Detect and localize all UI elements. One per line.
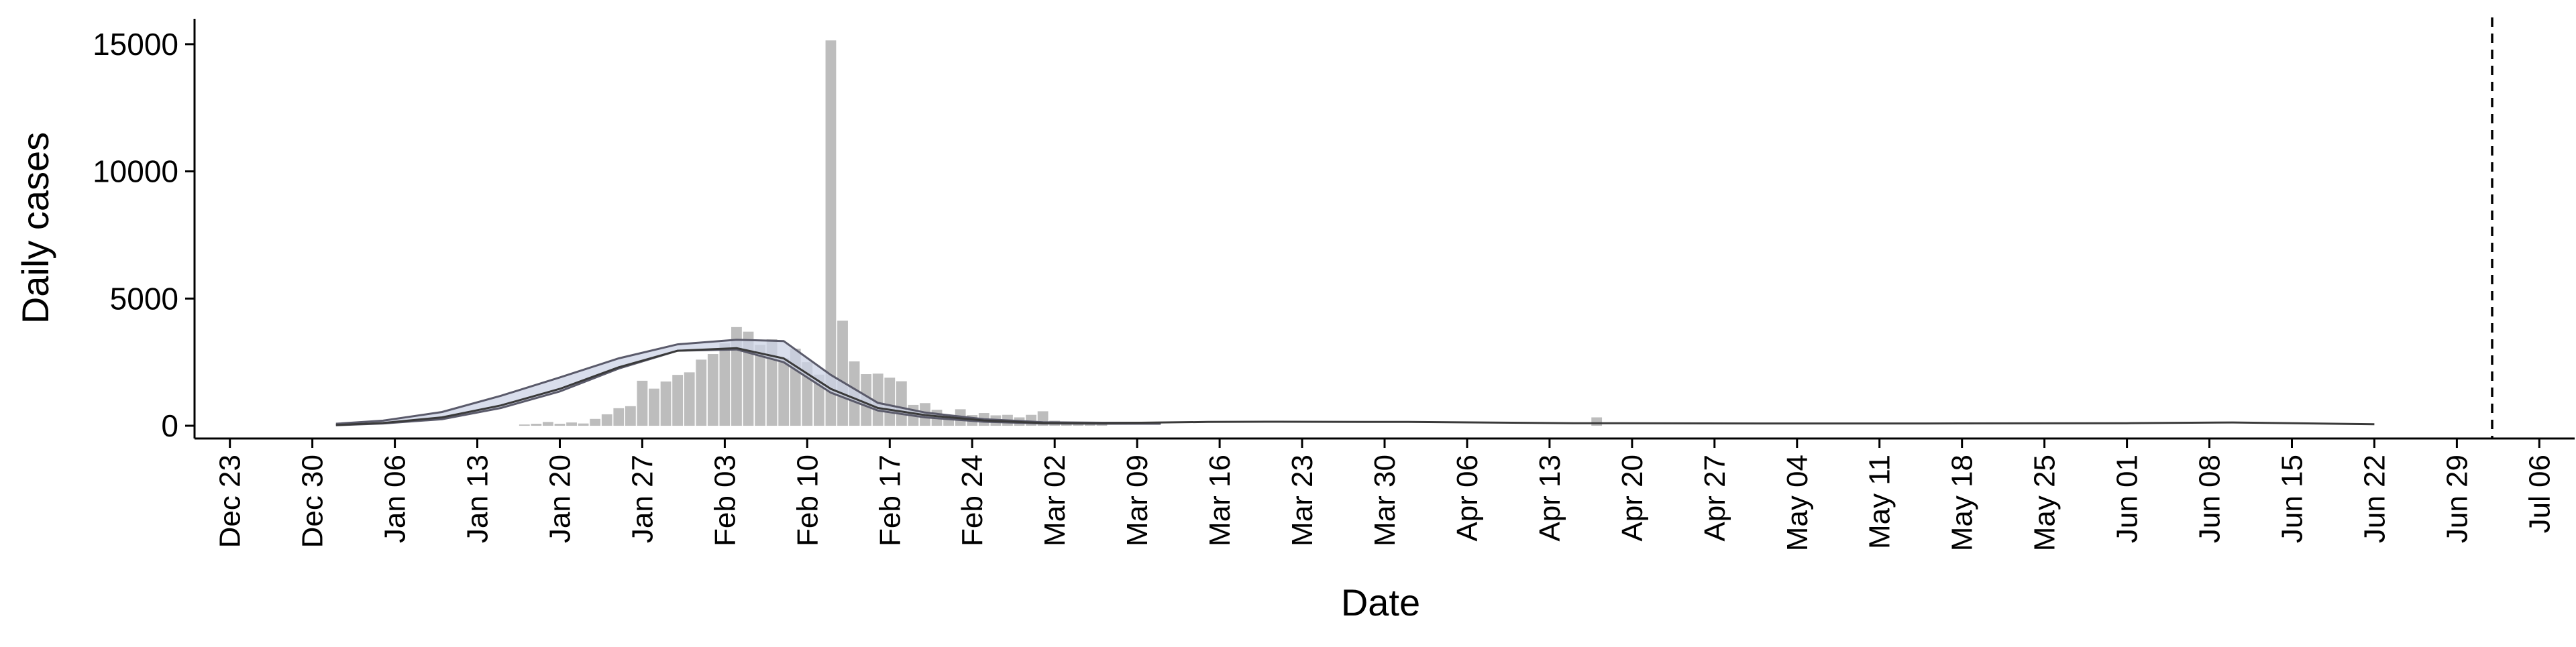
bar xyxy=(543,422,553,426)
y-tick-label: 5000 xyxy=(110,281,178,316)
bar xyxy=(519,424,530,426)
x-tick-label: Jun 01 xyxy=(2111,455,2144,543)
x-tick-label: Feb 17 xyxy=(873,455,906,546)
bar xyxy=(719,343,731,426)
bar xyxy=(707,354,718,426)
bar xyxy=(825,40,837,426)
x-axis-title: Date xyxy=(1341,581,1420,624)
bar xyxy=(884,377,896,426)
fit-line xyxy=(335,347,2375,426)
x-tick-label: Jan 06 xyxy=(379,455,412,543)
bar xyxy=(731,327,742,426)
bar xyxy=(872,373,883,426)
y-ticks-layer: 0 5000 10000 15000 xyxy=(93,27,195,443)
x-tick-label: Apr 06 xyxy=(1451,455,1484,542)
x-tick-label: Mar 16 xyxy=(1203,455,1236,546)
bar xyxy=(601,414,612,426)
x-tick-label: Dec 23 xyxy=(214,455,247,548)
bar xyxy=(766,339,777,426)
fit-layer xyxy=(335,347,2375,426)
y-axis-title: Daily cases xyxy=(14,132,56,324)
bar xyxy=(778,358,790,426)
x-tick-label: Jun 29 xyxy=(2440,455,2473,543)
x-tick-label: Jun 08 xyxy=(2194,455,2226,543)
x-tick-label: Dec 30 xyxy=(297,455,329,548)
x-tick-label: Jun 22 xyxy=(2358,455,2391,543)
x-tick-label: Mar 02 xyxy=(1038,455,1071,546)
x-tick-label: Feb 03 xyxy=(708,455,741,546)
y-tick-label: 10000 xyxy=(93,154,178,189)
x-tick-label: May 11 xyxy=(1864,455,1896,549)
bar xyxy=(684,372,695,426)
x-tick-label: Jan 20 xyxy=(544,455,577,543)
x-tick-label: May 18 xyxy=(1946,455,1979,551)
bar xyxy=(896,381,907,426)
bar xyxy=(531,424,542,426)
x-tick-label: May 04 xyxy=(1781,455,1814,551)
x-tick-label: Apr 13 xyxy=(1534,455,1566,542)
bar xyxy=(590,418,601,426)
bar xyxy=(625,406,636,426)
x-tick-label: Jan 27 xyxy=(626,455,659,543)
bar xyxy=(743,331,754,426)
band-upper-line xyxy=(335,339,1161,425)
x-tick-label: May 25 xyxy=(2029,455,2061,551)
x-tick-label: Mar 09 xyxy=(1121,455,1154,546)
bar xyxy=(566,422,577,426)
x-tick-label: Feb 24 xyxy=(956,455,989,546)
confidence-band xyxy=(335,339,1161,426)
bar xyxy=(649,388,659,426)
axes-layer xyxy=(193,19,2575,440)
bar xyxy=(1591,417,1603,426)
x-tick-label: Jun 15 xyxy=(2276,455,2309,543)
x-tick-label: Feb 10 xyxy=(791,455,824,546)
x-ticks-layer: Dec 23 Dec 30 Jan 06 Jan 13 Jan 20 Jan 27 Feb … xyxy=(214,438,2556,551)
bar xyxy=(578,423,589,426)
bar xyxy=(613,408,625,426)
bar xyxy=(696,359,707,426)
bar xyxy=(672,375,684,426)
y-tick-label: 0 xyxy=(161,408,178,443)
bar xyxy=(660,381,672,426)
y-tick-label: 15000 xyxy=(93,27,178,62)
x-tick-label: Apr 20 xyxy=(1616,455,1649,542)
bar xyxy=(554,424,566,426)
x-tick-label: Mar 30 xyxy=(1368,455,1401,546)
x-tick-label: Mar 23 xyxy=(1286,455,1319,546)
bars-layer xyxy=(519,40,1603,426)
bar xyxy=(755,345,765,426)
bar xyxy=(637,380,648,426)
x-tick-label: Jan 13 xyxy=(462,455,494,543)
x-tick-label: Apr 27 xyxy=(1699,455,1731,542)
bar xyxy=(837,320,848,426)
x-tick-label: Jul 06 xyxy=(2523,455,2556,533)
